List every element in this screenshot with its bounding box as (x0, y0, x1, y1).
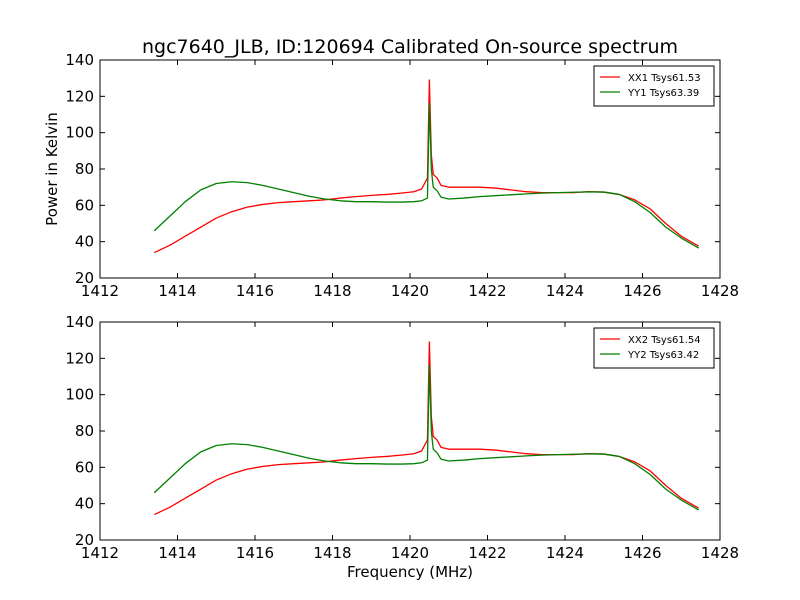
y-tick-label: 120 (65, 87, 94, 105)
x-tick-label: 1412 (81, 282, 119, 300)
legend-entry: XX1 Tsys61.53 (628, 73, 701, 84)
series-line-yy1 (153, 102, 700, 249)
x-tick-label: 1416 (236, 282, 274, 300)
subplot-2: 1412 1414 1416 1418 1420 1422 1424 1426 1428 20 40… (65, 313, 739, 581)
x-tick-label: 1418 (313, 282, 351, 300)
x-tick-label: 1412 (81, 544, 119, 562)
legend-entry: YY1 Tsys63.39 (627, 88, 699, 99)
y-tick-label: 20 (75, 269, 94, 287)
legend-box (593, 327, 715, 369)
y-tick-label: 140 (65, 313, 94, 331)
series-line-yy2 (153, 364, 700, 511)
legend: XX1 Tsys61.53 YY1 Tsys63.39 (593, 65, 715, 107)
y-tick-label: 80 (75, 160, 94, 178)
y-tick-label: 140 (65, 51, 94, 69)
x-tick-label: 1426 (623, 282, 661, 300)
x-tick-label: 1424 (546, 544, 584, 562)
x-tick-label: 1418 (313, 544, 351, 562)
y-tick-label: 40 (75, 233, 94, 251)
y-tick-label: 20 (75, 531, 94, 549)
x-tick-label: 1420 (391, 282, 429, 300)
x-tick-label: 1422 (468, 282, 506, 300)
y-tick-label: 60 (75, 458, 94, 476)
legend-entry: YY2 Tsys63.42 (627, 350, 699, 361)
x-tick-label: 1416 (236, 544, 274, 562)
legend-box (593, 65, 715, 107)
x-axis-label: Frequency (MHz) (347, 563, 473, 581)
y-tick-label: 100 (65, 386, 94, 404)
y-tick-label: 100 (65, 124, 94, 142)
x-tick-label: 1414 (158, 544, 196, 562)
y-tick-label: 120 (65, 349, 94, 367)
legend-entry: XX2 Tsys61.54 (628, 335, 701, 346)
x-tick-label: 1422 (468, 544, 506, 562)
x-tick-label: 1426 (623, 544, 661, 562)
subplot-1: 1412 1414 1416 1418 1420 1422 1424 1426 1428 20 40… (43, 36, 739, 300)
chart-title: ngc7640_JLB, ID:120694 Calibrated On-sou… (142, 36, 678, 58)
y-tick-label: 60 (75, 196, 94, 214)
x-tick-label: 1428 (701, 282, 739, 300)
x-tick-label: 1428 (701, 544, 739, 562)
x-tick-label: 1420 (391, 544, 429, 562)
y-tick-label: 80 (75, 422, 94, 440)
y-tick-label: 40 (75, 495, 94, 513)
legend: XX2 Tsys61.54 YY2 Tsys63.42 (593, 327, 715, 369)
x-tick-label: 1424 (546, 282, 584, 300)
x-tick-label: 1414 (158, 282, 196, 300)
y-axis-label: Power in Kelvin (43, 112, 61, 226)
